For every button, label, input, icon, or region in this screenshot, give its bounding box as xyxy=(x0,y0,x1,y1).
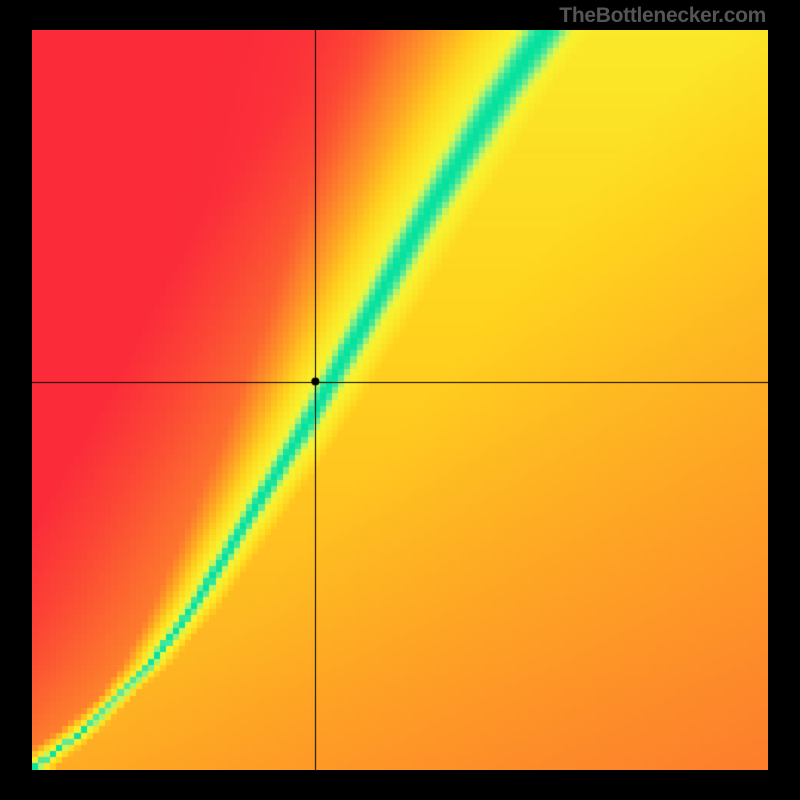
watermark-text: TheBottlenecker.com xyxy=(559,4,766,28)
root: TheBottlenecker.com xyxy=(0,0,800,800)
heatmap-canvas xyxy=(32,30,768,770)
